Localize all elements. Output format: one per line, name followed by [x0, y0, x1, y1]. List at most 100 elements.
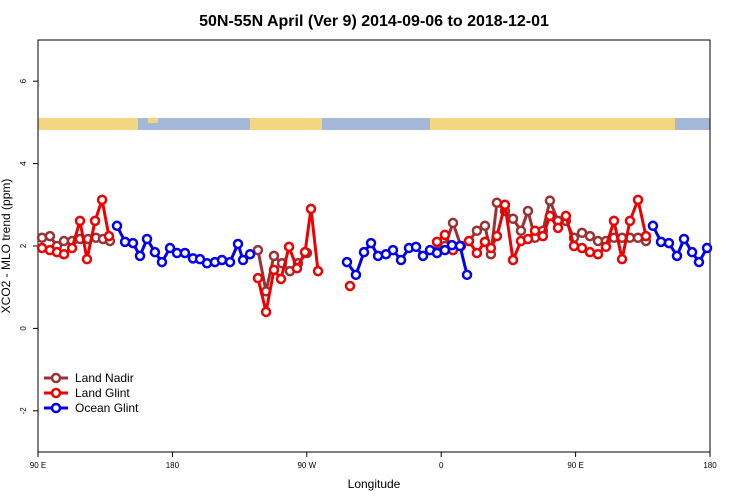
data-point [640, 230, 652, 242]
x-tick-label: 180 [703, 461, 717, 470]
data-point [701, 242, 713, 254]
data-point [507, 213, 519, 225]
data-point [584, 230, 596, 242]
data-point [395, 254, 407, 266]
data-point [111, 220, 123, 232]
data-point [491, 197, 503, 208]
data-point [693, 256, 705, 268]
data-point [268, 264, 280, 276]
land-band [250, 118, 322, 130]
data-point [454, 240, 466, 252]
data-point [515, 225, 527, 237]
data-point [201, 258, 213, 269]
x-tick-label: 90 E [30, 461, 46, 470]
data-point [584, 246, 596, 258]
data-point [291, 262, 303, 274]
data-point [275, 273, 287, 285]
x-tick-label: 90 E [567, 461, 583, 470]
data-point [560, 210, 572, 222]
data-point [358, 246, 370, 258]
data-point [268, 250, 280, 262]
y-tick-label: 4 [19, 161, 28, 166]
data-point [479, 220, 491, 232]
data-point [552, 222, 564, 234]
chart-title: 50N-55N April (Ver 9) 2014-09-06 to 2018… [199, 13, 549, 30]
data-point [529, 225, 541, 237]
data-point [417, 250, 429, 262]
data-point [134, 250, 146, 262]
x-tick-label: 180 [166, 461, 180, 470]
data-point [431, 236, 443, 248]
data-point [44, 230, 56, 242]
data-point [66, 242, 78, 254]
data-point [663, 237, 675, 249]
data-point [647, 220, 659, 232]
land-band [148, 118, 158, 123]
series [36, 193, 652, 318]
data-point [164, 242, 176, 254]
legend-label: Land Glint [75, 386, 130, 400]
x-tick-label: 90 W [297, 461, 316, 470]
data-point [461, 269, 473, 281]
data-point [103, 230, 115, 242]
data-point [655, 236, 667, 248]
data-point [305, 203, 317, 215]
x-tick-label: 0 [439, 461, 444, 470]
data-point [479, 236, 491, 248]
data-point [252, 272, 264, 284]
y-tick-label: -2 [19, 407, 28, 415]
legend-marker [50, 402, 62, 414]
data-point [447, 217, 459, 229]
legend-label: Land Nadir [75, 371, 134, 385]
data-point [216, 254, 228, 266]
data-point [119, 236, 131, 248]
data-point [624, 215, 636, 227]
data-point [244, 248, 256, 260]
data-point [485, 242, 497, 254]
data-point [312, 265, 324, 277]
data-point [344, 280, 356, 292]
data-point [252, 244, 264, 256]
data-point [576, 242, 588, 254]
data-point [58, 248, 70, 260]
data-point [671, 250, 683, 262]
data-point [237, 254, 249, 266]
data-point [224, 256, 236, 268]
data-point [260, 306, 272, 318]
x-axis-label: Longitude [348, 477, 401, 491]
data-point [491, 230, 503, 242]
y-tick-label: 0 [19, 326, 28, 331]
data-point [81, 253, 93, 265]
data-point [58, 235, 70, 247]
data-point [439, 229, 451, 241]
data-point [365, 237, 377, 249]
data-point [686, 246, 698, 258]
data-point [156, 256, 168, 268]
series [111, 220, 713, 281]
data-point [96, 194, 108, 206]
data-point [537, 230, 549, 242]
data-point [499, 199, 511, 211]
data-point [471, 225, 483, 237]
data-point [410, 241, 422, 253]
data-point [141, 233, 153, 245]
legend-marker [50, 387, 62, 399]
data-point [522, 233, 534, 245]
data-point [522, 205, 534, 217]
land-ocean-strip [38, 118, 710, 130]
data-point [232, 238, 244, 250]
data-point [439, 244, 451, 256]
data-point [341, 256, 353, 268]
data-point [678, 233, 690, 245]
data-point [544, 210, 556, 222]
y-axis-label: XCO2 - MLO trend (ppm) [0, 179, 13, 314]
data-point [387, 244, 399, 256]
data-point [544, 195, 556, 206]
data-point [471, 247, 483, 259]
y-tick-label: 6 [19, 78, 28, 83]
legend-label: Ocean Glint [75, 401, 139, 415]
data-point [463, 235, 475, 247]
data-point [507, 254, 519, 266]
data-point [179, 247, 191, 259]
